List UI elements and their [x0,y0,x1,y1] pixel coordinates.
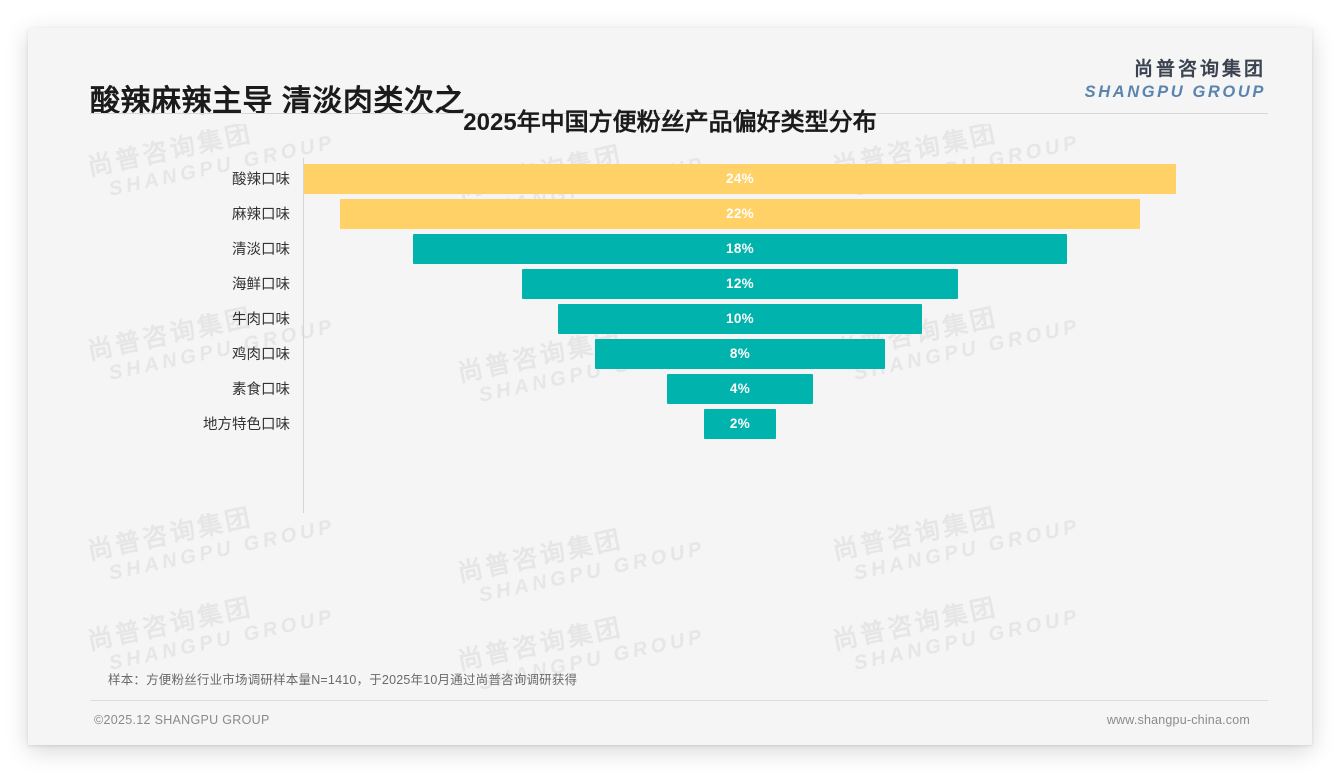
category-axis-line [303,158,304,513]
bar-track: 24% [304,161,1248,196]
bar-track: 8% [304,336,1248,371]
brand-name-en: SHANGPU GROUP [1084,83,1266,101]
bar-track: 10% [304,301,1248,336]
bar-value-label: 8% [729,346,751,361]
bar-category-label: 地方特色口味 [203,417,290,433]
bar-row: 清淡口味 18% [88,231,1248,266]
bar-segment[interactable]: 22% [340,198,1140,229]
bar-category-label: 鸡肉口味 [232,347,290,363]
bar-row: 牛肉口味 10% [88,301,1248,336]
header-divider [90,113,1268,114]
bar-category-label: 酸辣口味 [232,172,290,188]
bar-row: 海鲜口味 12% [88,266,1248,301]
bar-segment[interactable]: 24% [304,163,1176,194]
bar-segment[interactable]: 4% [667,373,813,404]
bar-track: 18% [304,231,1248,266]
bar-rows: 酸辣口味 24% 麻辣口味 22% 清淡口味 18% 海鲜口味 12% 牛肉口味 10% 鸡肉口味 8… [88,161,1248,441]
copyright-text: ©2025.12 SHANGPU GROUP [94,713,270,727]
bar-segment[interactable]: 8% [594,338,886,369]
bar-category-label: 清淡口味 [232,242,290,258]
bar-category-label: 麻辣口味 [232,207,290,223]
bar-track: 4% [304,371,1248,406]
chart-footnote: 样本：方便粉丝行业市场调研样本量N=1410，于2025年10月通过尚普咨询调研… [108,673,578,687]
bar-row: 鸡肉口味 8% [88,336,1248,371]
bar-segment[interactable]: 12% [522,268,958,299]
slide-card: 酸辣麻辣主导 清淡肉类次之 尚普咨询集团 SHANGPU GROUP 尚普咨询集… [28,28,1312,745]
bar-value-label: 2% [729,416,751,431]
bar-value-label: 10% [726,311,754,326]
slide-footer: ©2025.12 SHANGPU GROUP www.shangpu-china… [28,701,1312,745]
page-title: 酸辣麻辣主导 清淡肉类次之 [90,85,465,118]
slide-header: 酸辣麻辣主导 清淡肉类次之 尚普咨询集团 SHANGPU GROUP [28,28,1312,118]
brand-name-cn: 尚普咨询集团 [1133,59,1266,80]
bar-segment[interactable]: 2% [703,408,777,439]
bar-track: 2% [304,406,1248,441]
bar-row: 素食口味 4% [88,371,1248,406]
brand-logo: 尚普咨询集团 SHANGPU GROUP [1085,60,1266,101]
bar-category-label: 素食口味 [232,382,290,398]
bar-row: 麻辣口味 22% [88,196,1248,231]
bar-segment[interactable]: 18% [413,233,1067,264]
bar-track: 12% [304,266,1248,301]
footer-divider [90,700,1268,701]
bar-row: 地方特色口味 2% [88,406,1248,441]
chart-title: 2025年中国方便粉丝产品偏好类型分布 [463,109,877,136]
bar-value-label: 12% [726,276,754,291]
bar-value-label: 24% [726,171,754,186]
bar-category-label: 海鲜口味 [232,277,290,293]
bar-row: 酸辣口味 24% [88,161,1248,196]
bar-track: 22% [304,196,1248,231]
bar-category-label: 牛肉口味 [232,312,290,328]
bar-value-label: 22% [726,206,754,221]
website-link[interactable]: www.shangpu-china.com [1106,713,1250,727]
bar-segment[interactable]: 10% [558,303,922,334]
bar-value-label: 18% [726,241,754,256]
chart-plot-area: 酸辣口味 24% 麻辣口味 22% 清淡口味 18% 海鲜口味 12% 牛肉口味 10% 鸡肉口味 8… [88,158,1248,648]
bar-value-label: 4% [729,381,751,396]
